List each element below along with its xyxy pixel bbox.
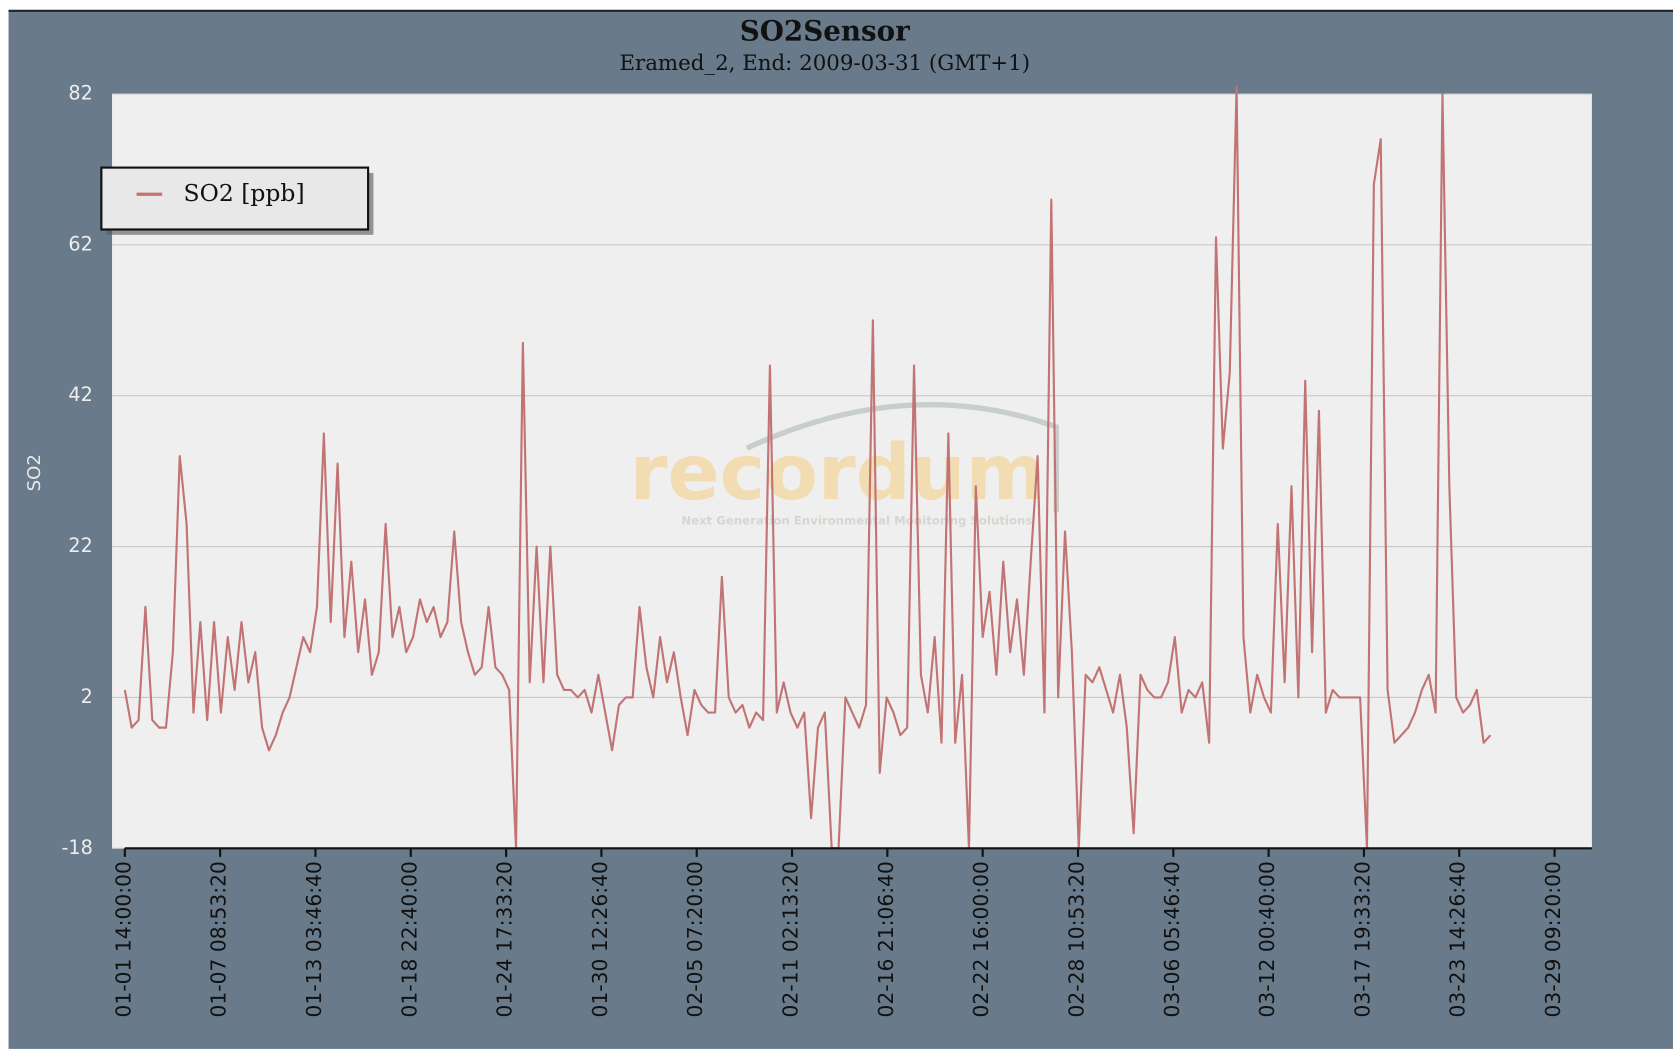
x-tick-label: 02-16 21:06:40 bbox=[874, 861, 898, 1017]
watermark-tagline: Next Generation Environmental Monitoring… bbox=[681, 513, 1032, 527]
x-tick-label: 03-12 00:40:00 bbox=[1255, 861, 1279, 1017]
x-tick-label: 02-22 16:00:00 bbox=[969, 861, 993, 1017]
legend-box bbox=[100, 166, 370, 231]
x-tick-label: 01-30 12:26:40 bbox=[588, 861, 612, 1017]
x-tick-label: 01-24 17:33:20 bbox=[493, 861, 517, 1017]
y-tick-label: 2 bbox=[81, 685, 93, 708]
legend-label: SO2 [ppb] bbox=[184, 179, 305, 207]
watermark-text: recordum bbox=[630, 429, 1046, 518]
legend: SO2 [ppb] bbox=[100, 166, 374, 235]
x-tick-label: 01-18 22:40:00 bbox=[397, 861, 421, 1017]
x-tick-label: 03-29 09:20:00 bbox=[1541, 861, 1565, 1017]
y-tick-label: 62 bbox=[68, 232, 92, 255]
y-tick-label: 22 bbox=[68, 534, 92, 557]
x-tick-label: 03-06 05:46:40 bbox=[1160, 861, 1184, 1017]
plot bbox=[123, 85, 1492, 850]
y-tick-label: 42 bbox=[68, 383, 92, 406]
chart-title: SO2Sensor bbox=[740, 15, 910, 48]
x-tick-label: 03-23 14:26:40 bbox=[1446, 861, 1470, 1017]
y-tick-label: -18 bbox=[61, 836, 92, 859]
x-tick-label: 02-11 02:13:20 bbox=[779, 861, 803, 1017]
x-tick-label: 01-07 08:53:20 bbox=[207, 861, 231, 1017]
y-tick-label: 82 bbox=[68, 81, 92, 104]
y-axis-label: SO2 bbox=[24, 454, 45, 491]
x-tick-label: 01-13 03:46:40 bbox=[302, 861, 326, 1017]
series-line bbox=[123, 85, 1492, 850]
chart-subtitle: Eramed_2, End: 2009-03-31 (GMT+1) bbox=[619, 51, 1030, 76]
x-tick-label: 03-17 19:33:20 bbox=[1350, 861, 1374, 1017]
x-tick-label: 02-05 07:20:00 bbox=[683, 861, 707, 1017]
x-tick-label: 01-01 14:00:00 bbox=[111, 861, 135, 1017]
x-tick-label: 02-28 10:53:20 bbox=[1064, 861, 1088, 1017]
